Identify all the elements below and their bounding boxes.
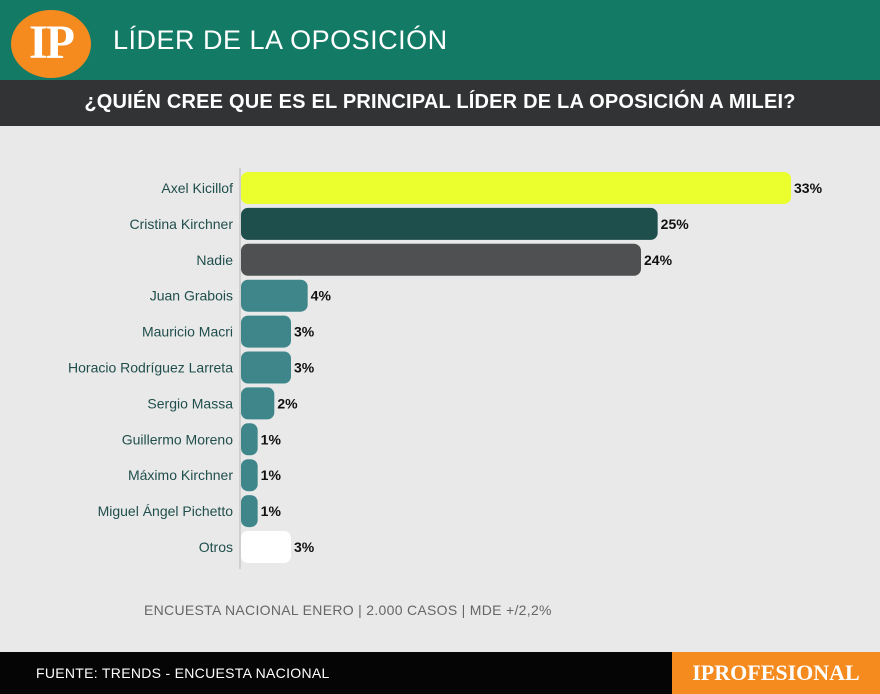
value-label: 24% <box>644 252 673 268</box>
bar[interactable] <box>241 243 641 276</box>
value-label: 3% <box>294 360 315 376</box>
category-label: Máximo Kirchner <box>128 467 233 483</box>
bar[interactable] <box>241 495 258 528</box>
category-label: Cristina Kirchner <box>130 216 234 232</box>
bar[interactable] <box>241 315 291 348</box>
source-text: FUENTE: TRENDS - ENCUESTA NACIONAL <box>36 665 330 681</box>
value-label: 33% <box>794 180 823 196</box>
brand-text: IPROFESIONAL <box>692 660 860 685</box>
value-label: 1% <box>261 467 282 483</box>
bar[interactable] <box>241 459 258 492</box>
value-label: 3% <box>294 539 315 555</box>
bar[interactable] <box>241 172 791 204</box>
brand-logo[interactable]: IPROFESIONAL <box>672 652 880 694</box>
category-label: Mauricio Macri <box>142 324 233 340</box>
bar[interactable] <box>241 351 291 384</box>
value-label: 25% <box>661 216 690 232</box>
bar[interactable] <box>241 279 308 312</box>
bar[interactable] <box>241 387 275 420</box>
chart-question: ¿QUIÉN CREE QUE ES EL PRINCIPAL LÍDER DE… <box>84 91 796 113</box>
value-label: 3% <box>294 324 315 340</box>
category-label: Sergio Massa <box>147 395 233 411</box>
value-label: 1% <box>261 431 282 447</box>
bar-chart: Axel Kicillof 33% Cristina Kirchner 25% Nadi… <box>68 168 823 569</box>
category-label: Nadie <box>196 252 233 268</box>
value-label: 2% <box>277 395 298 411</box>
ip-logo[interactable]: IP <box>11 10 91 78</box>
category-label: Axel Kicillof <box>161 180 233 196</box>
bar[interactable] <box>241 423 258 456</box>
footer-bar: FUENTE: TRENDS - ENCUESTA NACIONAL IPROF… <box>0 652 880 694</box>
question-bar: ¿QUIÉN CREE QUE ES EL PRINCIPAL LÍDER DE… <box>0 80 880 126</box>
category-label: Horacio Rodríguez Larreta <box>68 360 233 376</box>
category-label: Juan Grabois <box>150 288 233 304</box>
page-title: LÍDER DE LA OPOSICIÓN <box>113 25 448 55</box>
bar[interactable] <box>241 531 291 563</box>
bar[interactable] <box>241 207 658 240</box>
category-label: Otros <box>199 539 233 555</box>
logo-text: IP <box>29 16 75 69</box>
survey-note: ENCUESTA NACIONAL ENERO | 2.000 CASOS | … <box>144 602 552 618</box>
header-bar: IP LÍDER DE LA OPOSICIÓN <box>0 0 880 80</box>
value-label: 4% <box>311 288 332 304</box>
category-label: Miguel Ángel Pichetto <box>98 503 234 519</box>
category-label: Guillermo Moreno <box>122 431 233 447</box>
value-label: 1% <box>261 503 282 519</box>
